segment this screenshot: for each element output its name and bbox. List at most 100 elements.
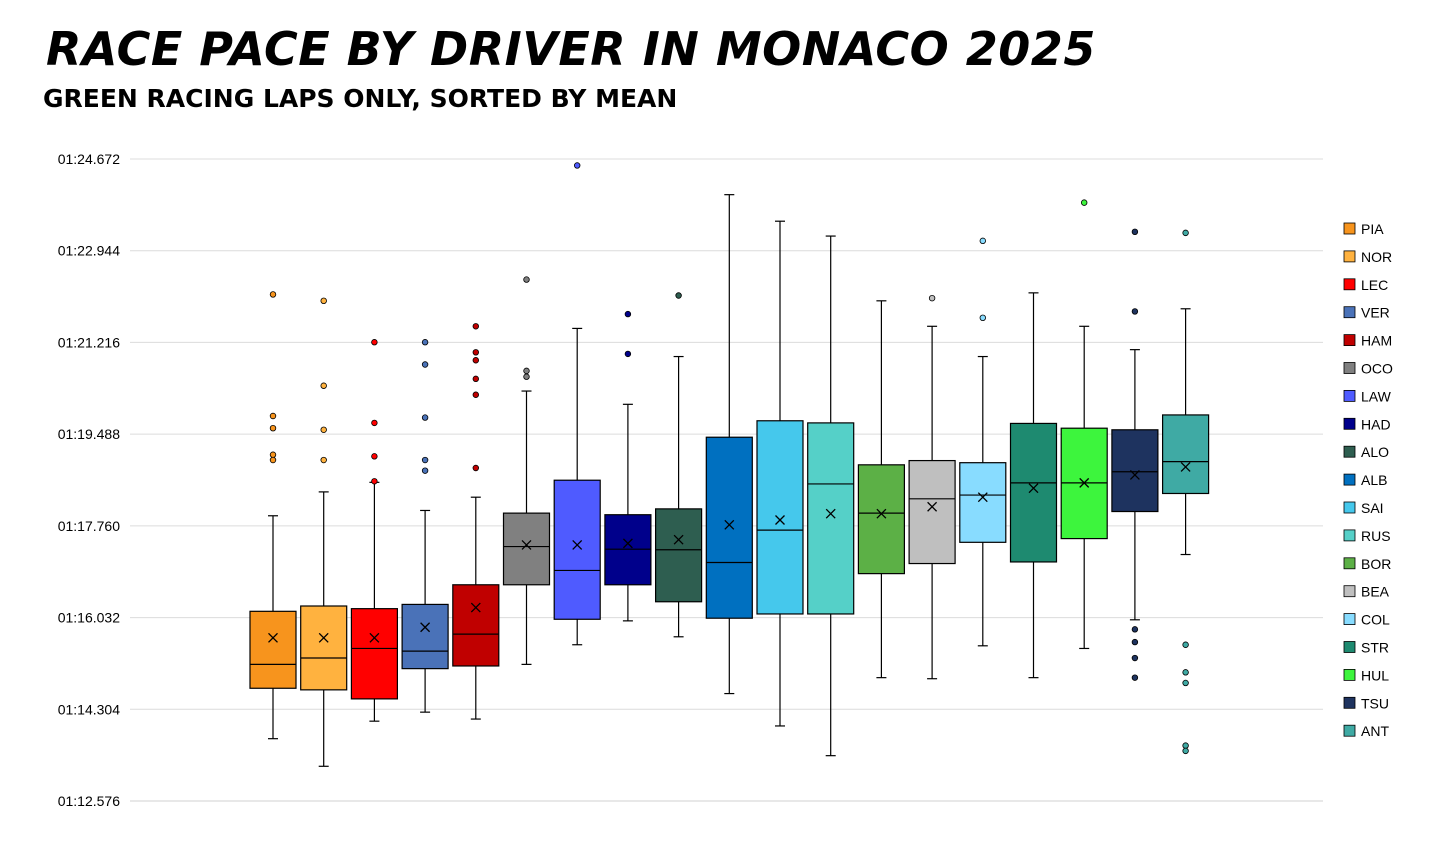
legend-label: BOR — [1361, 556, 1391, 572]
box-lec — [350, 339, 398, 722]
outlier-point — [523, 367, 530, 375]
legend-label: RUS — [1361, 528, 1391, 544]
box-had — [604, 310, 652, 622]
chart-title: RACE PACE BY DRIVER IN MONACO 2025 — [46, 22, 1096, 76]
legend-swatch — [1343, 362, 1356, 374]
box-bor — [857, 300, 906, 679]
mean-marker — [775, 515, 785, 525]
legend-item-ver: VER — [1343, 305, 1390, 321]
mean-marker — [622, 538, 633, 549]
legend-swatch — [1343, 306, 1356, 319]
legend-label: ALO — [1361, 444, 1389, 460]
legend-label: LAW — [1361, 388, 1392, 404]
y-tick-label: 01:12.576 — [58, 793, 120, 809]
outlier-point — [472, 375, 479, 383]
outlier-point — [1182, 679, 1189, 687]
box-ham — [452, 323, 500, 720]
box-iqr — [1111, 429, 1159, 513]
legend-swatch — [1343, 529, 1356, 542]
legend-item-str: STR — [1343, 640, 1389, 656]
outlier-point — [624, 350, 632, 358]
legend-swatch — [1343, 222, 1356, 235]
box-iqr — [249, 610, 297, 689]
legend-item-ant: ANT — [1343, 723, 1389, 739]
box-iqr — [756, 420, 804, 615]
box-iqr — [857, 464, 906, 575]
legend-label: COL — [1361, 612, 1390, 628]
legend-item-law: LAW — [1343, 388, 1392, 404]
outlier-point — [624, 310, 632, 318]
outlier-point — [269, 456, 277, 464]
mean-marker — [1129, 469, 1140, 480]
legend-item-had: HAD — [1343, 416, 1391, 432]
outlier-point — [269, 412, 277, 420]
legend-swatch — [1343, 669, 1356, 681]
legend-item-sai: SAI — [1343, 500, 1384, 516]
mean-marker — [673, 534, 684, 545]
outlier-point — [371, 453, 378, 460]
legend-item-alb: ALB — [1343, 472, 1387, 488]
box-iqr — [350, 608, 398, 700]
box-str — [1009, 292, 1058, 679]
mean-marker — [521, 540, 532, 550]
legend-item-nor: NOR — [1343, 249, 1392, 265]
outlier-point — [1131, 626, 1139, 633]
box-law — [553, 162, 601, 646]
legend-label: OCO — [1361, 361, 1393, 377]
legend-item-col: COL — [1343, 612, 1390, 628]
legend-item-ham: HAM — [1343, 333, 1392, 349]
mean-marker — [724, 519, 735, 530]
box-iqr — [908, 459, 956, 565]
mean-marker — [268, 632, 278, 643]
outlier-point — [421, 339, 429, 346]
legend-swatch — [1343, 724, 1356, 737]
legend-label: ANT — [1361, 723, 1389, 739]
mean-marker — [1079, 477, 1090, 488]
box-iqr — [300, 605, 348, 691]
outlier-point — [979, 314, 986, 322]
legend-label: TSU — [1361, 695, 1389, 711]
outlier-point — [523, 276, 530, 283]
outlier-point — [928, 294, 936, 302]
legend-label: SAI — [1361, 500, 1384, 516]
legend-swatch — [1343, 641, 1356, 653]
outlier-point — [320, 456, 327, 464]
box-hul — [1060, 199, 1108, 650]
box-iqr — [807, 422, 855, 615]
outlier-point — [1131, 308, 1139, 315]
y-tick-label: 01:16.032 — [58, 610, 120, 626]
mean-marker — [369, 632, 380, 643]
outlier-point — [320, 426, 327, 433]
legend-swatch — [1343, 585, 1356, 598]
box-bea — [908, 294, 956, 680]
box-ant — [1161, 229, 1210, 755]
legend-item-rus: RUS — [1343, 528, 1391, 544]
outlier-point — [574, 162, 581, 169]
outlier-point — [371, 419, 378, 427]
legend-swatch — [1343, 417, 1356, 430]
box-alo — [654, 292, 703, 638]
legend-item-bor: BOR — [1343, 556, 1391, 572]
legend-item-alo: ALO — [1343, 444, 1389, 460]
box-tsu — [1111, 228, 1159, 681]
box-iqr — [1161, 414, 1210, 495]
outlier-point — [1131, 228, 1139, 236]
outlier-point — [1182, 747, 1189, 755]
legend-swatch — [1343, 250, 1356, 263]
outlier-point — [371, 478, 378, 485]
outlier-point — [472, 323, 479, 330]
y-tick-label: 01:17.760 — [58, 518, 120, 534]
box-nor — [300, 297, 348, 767]
mean-marker — [318, 632, 329, 643]
box-iqr — [502, 512, 551, 586]
mean-marker — [470, 602, 481, 613]
box-iqr — [1009, 422, 1058, 563]
y-axis: 01:12.576 01:14.304 01:16.032 01:17.760 01:1… — [58, 151, 120, 809]
legend-item-oco: OCO — [1343, 361, 1393, 377]
legend-swatch — [1343, 613, 1356, 625]
boxes-layer — [249, 162, 1210, 767]
legend-item-bea: BEA — [1343, 584, 1390, 600]
legend-item-lec: LEC — [1343, 277, 1388, 293]
legend-item-pia: PIA — [1343, 221, 1384, 237]
